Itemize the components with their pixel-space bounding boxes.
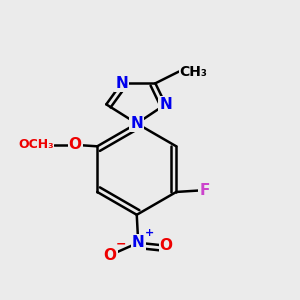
Text: N: N bbox=[115, 76, 128, 91]
Text: N: N bbox=[130, 116, 143, 131]
Text: +: + bbox=[145, 228, 154, 238]
Text: N: N bbox=[159, 97, 172, 112]
Text: O: O bbox=[160, 238, 173, 253]
Text: F: F bbox=[199, 183, 210, 198]
Text: CH₃: CH₃ bbox=[179, 64, 207, 79]
Text: O: O bbox=[69, 137, 82, 152]
Text: OCH₃: OCH₃ bbox=[18, 138, 54, 151]
Text: −: − bbox=[116, 237, 127, 250]
Text: N: N bbox=[132, 235, 145, 250]
Text: O: O bbox=[104, 248, 117, 262]
